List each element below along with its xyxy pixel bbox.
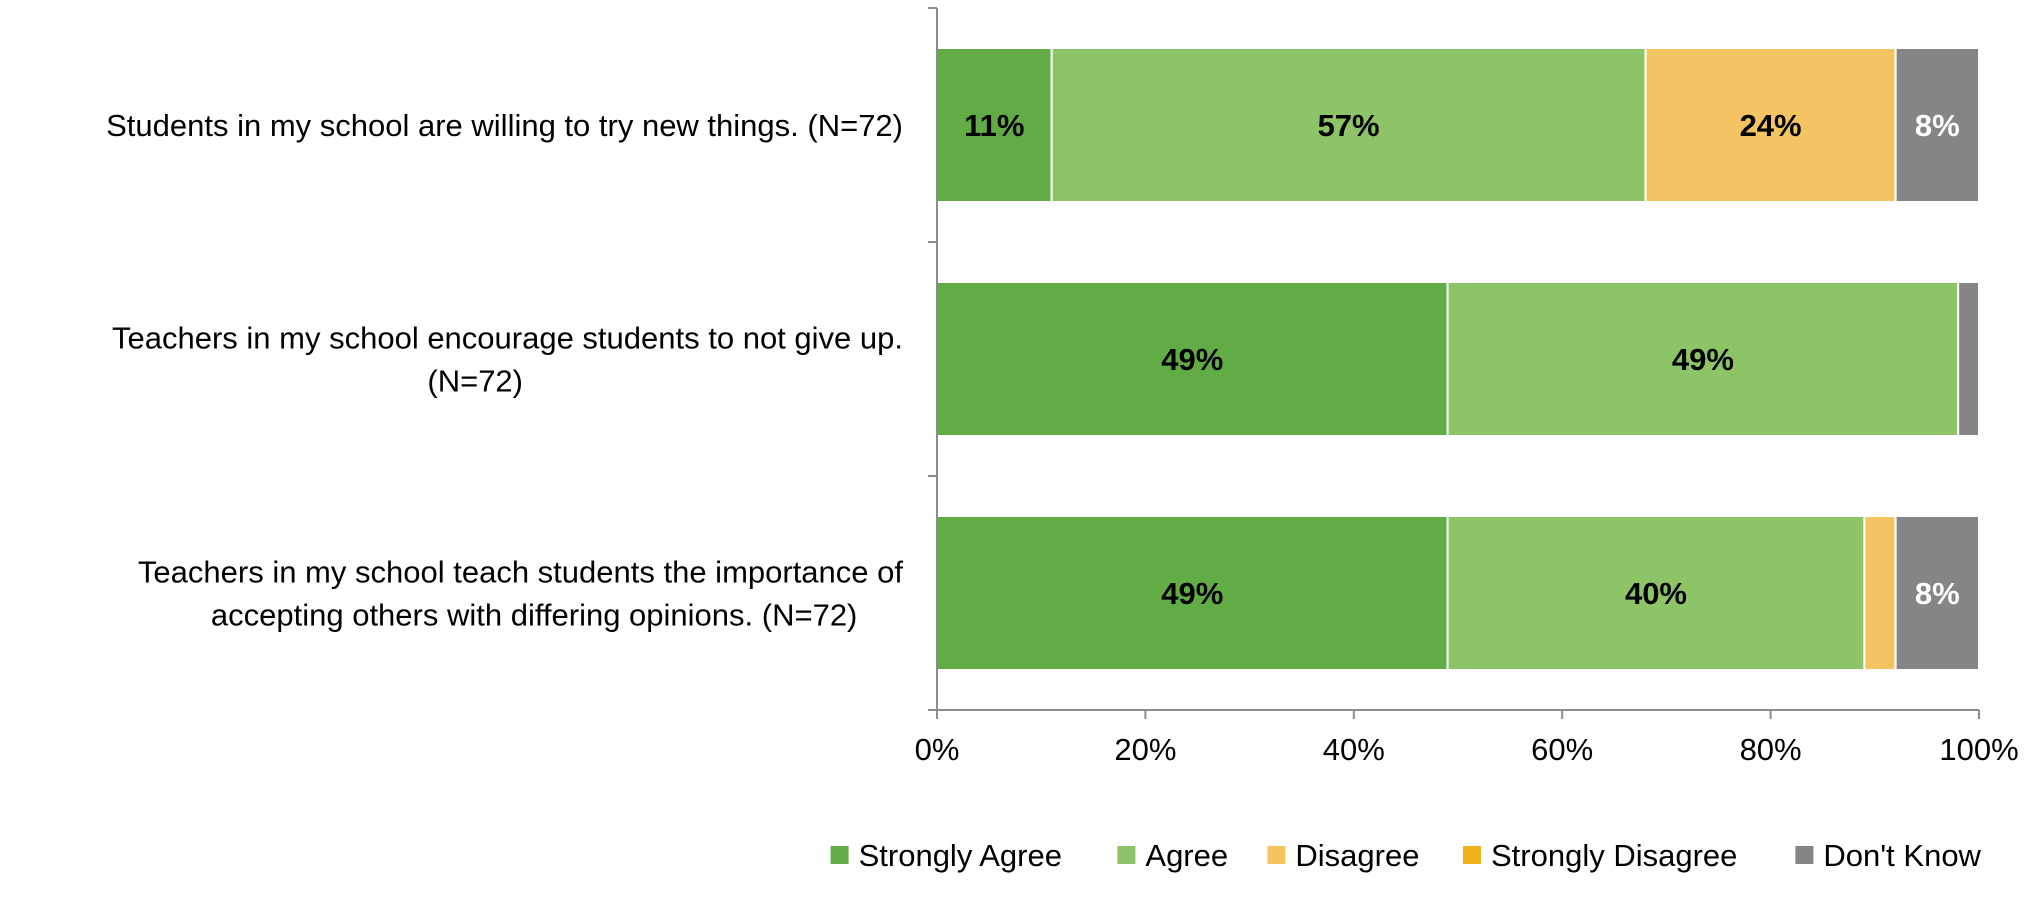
bar-segment: [1863, 515, 1897, 671]
bar-segment: [936, 47, 1053, 203]
data-label: 11%: [964, 108, 1024, 143]
bar-segment: [1894, 515, 1981, 671]
x-tick-label: 60%: [1531, 732, 1593, 767]
x-tick-label: 80%: [1740, 732, 1802, 767]
bar-segment: [1446, 281, 1960, 437]
x-tick-label: 0%: [915, 732, 960, 767]
category-label: accepting others with differing opinions…: [211, 598, 858, 633]
legend-item: Strongly Agree: [830, 838, 1062, 873]
data-label: 49%: [1161, 576, 1223, 611]
x-tick-label: 20%: [1114, 732, 1176, 767]
data-label: 24%: [1740, 108, 1802, 143]
bar-segment: [936, 281, 1449, 437]
legend-label: Don't Know: [1823, 838, 1981, 873]
bar-segment: [1894, 47, 1981, 203]
data-label: 8%: [1915, 576, 1960, 611]
bar-segment: [936, 515, 1449, 671]
x-tick-label: 100%: [1939, 732, 2018, 767]
legend-item: Agree: [1117, 838, 1228, 873]
legend-swatch: [1267, 846, 1286, 864]
legend-label: Strongly Disagree: [1491, 838, 1737, 873]
category-label: Teachers in my school encourage students…: [112, 321, 903, 356]
data-label: 57%: [1318, 108, 1380, 143]
bars-layer: 11% 57% 24% 8% 49% 49% 49% 40% 8%: [936, 47, 1981, 671]
legend-label: Agree: [1145, 838, 1228, 873]
data-label: 8%: [1915, 108, 1960, 143]
bar-segment: [1644, 47, 1897, 203]
category-label: Students in my school are willing to try…: [106, 108, 903, 143]
legend-swatch: [830, 846, 849, 864]
legend-label: Strongly Agree: [859, 838, 1062, 873]
data-label: 49%: [1672, 342, 1734, 377]
bar-segment: [1050, 47, 1647, 203]
data-label: 40%: [1625, 576, 1687, 611]
legend-item: Don't Know: [1795, 838, 1982, 873]
bar-segment: [1957, 281, 1981, 437]
legend-swatch: [1117, 846, 1136, 864]
bar-segment: [1446, 515, 1866, 671]
legend-item: Disagree: [1267, 838, 1419, 873]
category-label: (N=72): [427, 364, 523, 399]
legend-swatch: [1795, 846, 1814, 864]
data-label: 49%: [1161, 342, 1223, 377]
legend-swatch: [1463, 846, 1481, 864]
x-tick-label: 40%: [1323, 732, 1385, 767]
category-label: Teachers in my school teach students the…: [138, 555, 903, 590]
category-labels: Students in my school are willing to try…: [106, 108, 903, 633]
legend-item: Strongly Disagree: [1463, 838, 1737, 873]
axis-layer: 0% 20% 40% 60% 80% 100%: [915, 7, 2019, 767]
legend: Strongly Agree Agree Disagree Strongly Disa…: [830, 838, 1982, 873]
legend-label: Disagree: [1295, 838, 1419, 873]
